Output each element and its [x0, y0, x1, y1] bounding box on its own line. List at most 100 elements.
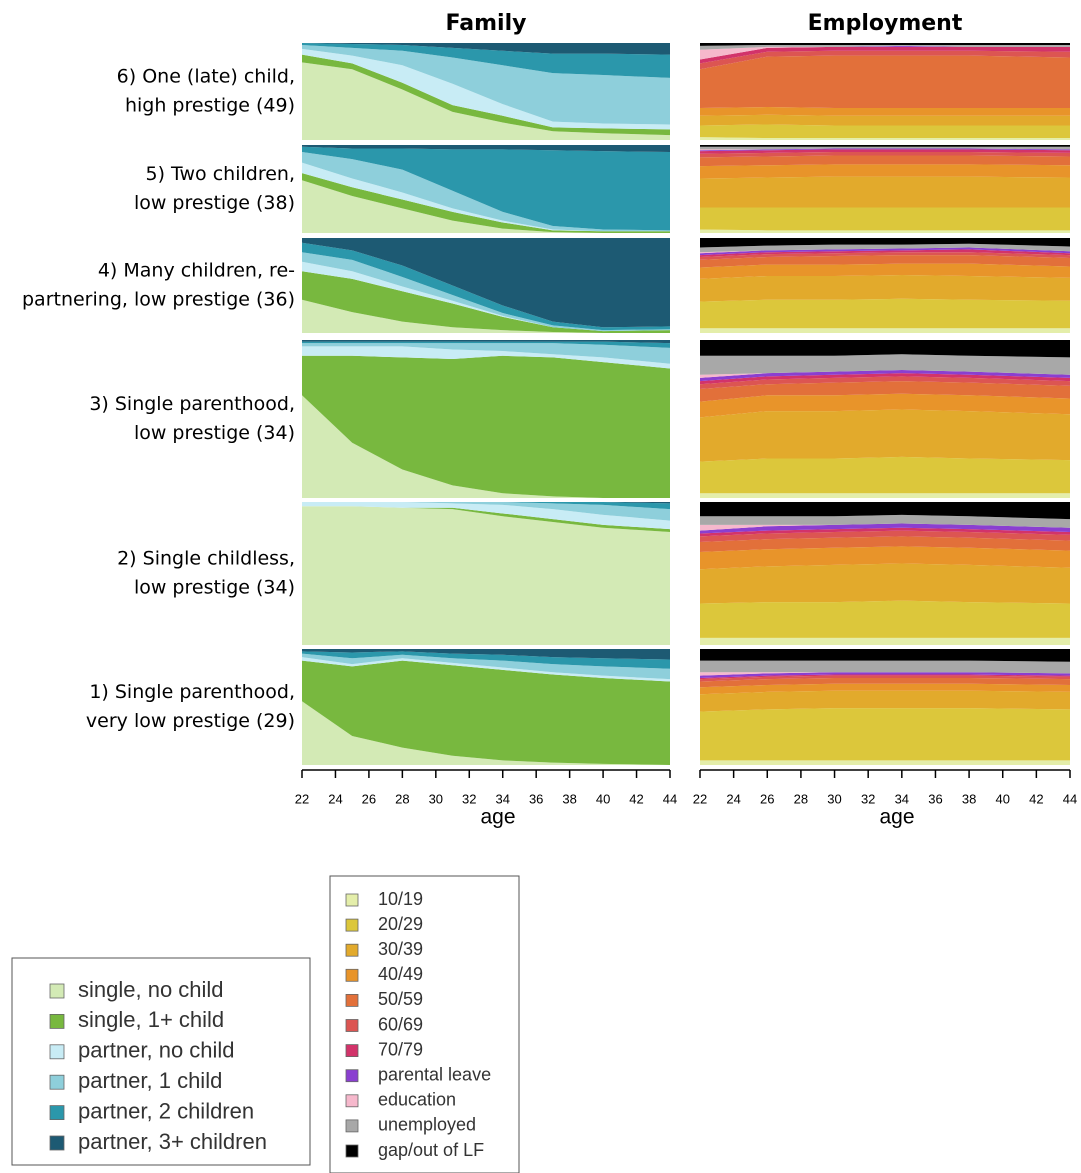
area-band [700, 683, 1070, 695]
area-band [302, 355, 670, 498]
area-band [700, 675, 1070, 682]
legend-label: partner, 3+ children [78, 1129, 267, 1154]
area-band [302, 252, 670, 332]
area-band [700, 340, 1070, 358]
legend-swatch [345, 1019, 359, 1032]
legend-label: education [378, 1090, 456, 1110]
area-band [700, 674, 1070, 680]
area-band [700, 456, 1070, 494]
area-band [700, 107, 1070, 116]
area-band [700, 148, 1070, 152]
area-band [302, 162, 670, 232]
area-band [700, 298, 1070, 329]
x-tick-label: 28 [794, 791, 808, 806]
area-band [700, 493, 1070, 498]
area-band [700, 546, 1070, 570]
area-band [700, 152, 1070, 158]
area-band [302, 701, 670, 765]
area-band [302, 395, 670, 498]
area-band [302, 152, 670, 232]
area-band [302, 649, 670, 660]
row-label: 4) Many children, re- [98, 260, 295, 282]
area-band [700, 43, 1070, 46]
legend-label: gap/out of LF [378, 1140, 484, 1160]
area-band [700, 275, 1070, 302]
area-band [700, 376, 1070, 389]
legend-label: 40/49 [378, 964, 423, 984]
area-band [700, 50, 1070, 70]
area-band [700, 637, 1070, 645]
area-band [700, 373, 1070, 385]
area-band [700, 137, 1070, 140]
area-band [700, 252, 1070, 260]
row-label: very low prestige (29) [86, 710, 295, 732]
area-band [700, 600, 1070, 638]
area-band [302, 502, 670, 521]
legend-label: 50/59 [378, 989, 423, 1009]
area-band [302, 506, 670, 533]
x-tick-label: 26 [760, 791, 774, 806]
x-tick-label: 40 [596, 791, 610, 806]
area-band [302, 146, 670, 231]
area-band [700, 523, 1070, 531]
legend-swatch [345, 918, 359, 932]
legend-label: single, no child [78, 977, 224, 1002]
legend-swatch [345, 1119, 359, 1133]
legend-label: single, 1+ child [78, 1007, 224, 1032]
area-band [700, 536, 1070, 553]
area-band [700, 263, 1070, 279]
area-band [302, 271, 670, 333]
area-band [302, 173, 670, 233]
legend-label: partner, 2 children [78, 1098, 254, 1123]
x-tick-label: 36 [529, 791, 543, 806]
area-band [700, 176, 1070, 208]
x-tick-label: 26 [362, 791, 376, 806]
legend-swatch [345, 1069, 359, 1083]
x-tick-label: 38 [562, 791, 576, 806]
area-band [700, 145, 1070, 147]
area-band [302, 341, 670, 348]
legend-swatch [49, 983, 65, 999]
area-band [700, 328, 1070, 333]
area-band [700, 690, 1070, 712]
legend-swatch [345, 943, 359, 957]
legend-swatch [49, 1105, 65, 1120]
area-band [302, 340, 670, 344]
area-band [302, 145, 670, 153]
legend-swatch [49, 1044, 65, 1060]
x-axis-label: age [480, 806, 515, 829]
x-tick-label: 22 [693, 791, 707, 806]
x-tick-label: 34 [495, 791, 509, 806]
legend-label: parental leave [378, 1064, 491, 1084]
x-tick-label: 42 [629, 791, 643, 806]
area-band [700, 649, 1070, 662]
area-band [700, 708, 1070, 761]
area-band [700, 249, 1070, 257]
area-band [700, 563, 1070, 604]
legend-label: partner, no child [78, 1038, 235, 1063]
row-label: 2) Single childless, [117, 548, 295, 570]
area-band [302, 43, 670, 55]
row-label: low prestige (34) [134, 577, 295, 599]
x-axis-label: age [879, 806, 914, 829]
legend-swatch [345, 1094, 359, 1108]
row-label: partnering, low prestige (36) [22, 289, 295, 311]
area-band [302, 54, 670, 136]
area-band [700, 114, 1070, 126]
area-band [700, 207, 1070, 231]
area-band [302, 660, 670, 765]
x-tick-label: 22 [295, 791, 309, 806]
area-band [700, 381, 1070, 402]
legend-label: partner, 1 child [78, 1068, 222, 1093]
area-band [700, 527, 1070, 537]
x-tick-label: 32 [462, 791, 476, 806]
x-tick-label: 28 [395, 791, 409, 806]
area-band [302, 242, 670, 331]
area-band [700, 238, 1070, 248]
x-tick-label: 44 [1063, 791, 1077, 806]
area-band [700, 146, 1070, 150]
x-tick-label: 40 [995, 791, 1009, 806]
x-tick-label: 32 [861, 791, 875, 806]
area-band [302, 299, 670, 333]
area-band [700, 660, 1070, 674]
